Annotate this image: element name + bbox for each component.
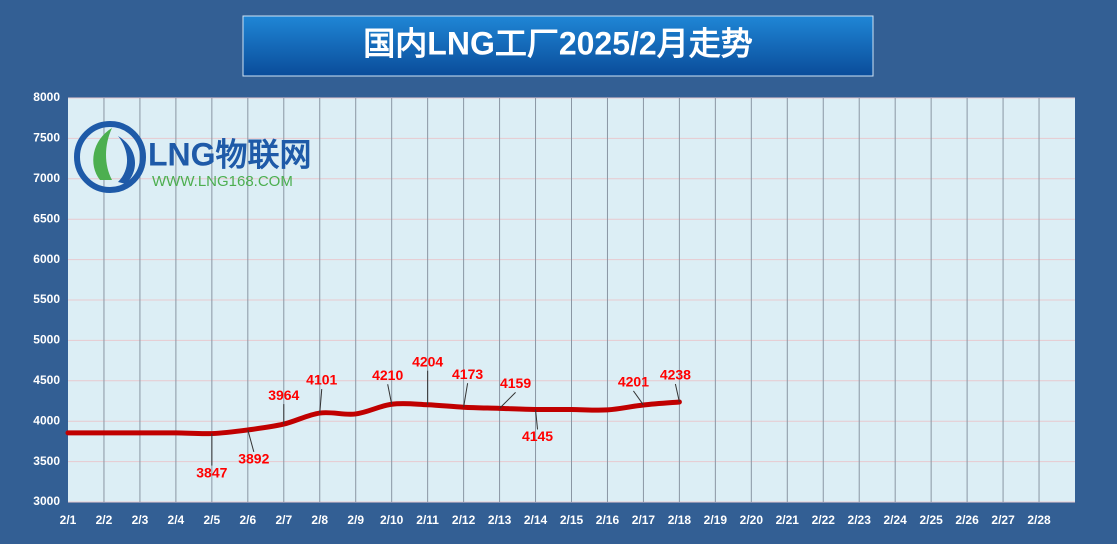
line xyxy=(65,399,682,437)
x-tick-label: 2/21 xyxy=(776,513,800,527)
y-tick-label: 3500 xyxy=(33,454,60,468)
logo-ring xyxy=(74,121,146,193)
logo-url: WWW.LNG168.COM xyxy=(152,173,293,190)
y-tick-label: 7500 xyxy=(33,131,60,145)
data-label: 4159 xyxy=(500,375,531,391)
y-tick-label: 6000 xyxy=(33,252,60,266)
leader-line xyxy=(499,391,516,409)
x-tick-label: 2/28 xyxy=(1027,513,1051,527)
data-label: 4210 xyxy=(372,367,403,383)
data-label: 4145 xyxy=(522,428,553,444)
y-tick-label: 8000 xyxy=(33,90,60,104)
marks: 3847 3892 3964 4101 4210 4204 4173 4159 4145 4201… xyxy=(65,353,691,480)
leader-line xyxy=(247,429,255,453)
logo-name: LNG物联网 xyxy=(148,136,312,172)
x-tick-label: 2/1 xyxy=(60,513,77,527)
data-label: 3847 xyxy=(196,464,227,480)
x-tick-label: 2/18 xyxy=(668,513,692,527)
data-label: 4204 xyxy=(412,353,443,369)
x-tick-label: 2/23 xyxy=(848,513,872,527)
x-tick-label: 2/16 xyxy=(596,513,620,527)
x-tick-label: 2/6 xyxy=(239,513,256,527)
chart-title: 国内LNG工厂2025/2月走势 xyxy=(363,25,752,61)
data-label: 3892 xyxy=(238,451,269,467)
x-tick-label: 2/19 xyxy=(704,513,728,527)
x-tick-label: 2/25 xyxy=(919,513,943,527)
logo: LNG物联网 WWW.LNG168.COM xyxy=(74,121,312,193)
x-tick-label: 2/17 xyxy=(632,513,656,527)
y-tick-label: 3000 xyxy=(33,494,60,508)
leader-line xyxy=(387,384,393,405)
x-tick-label: 2/27 xyxy=(991,513,1015,527)
data-label: 4173 xyxy=(452,366,483,382)
leader-line xyxy=(535,409,539,430)
y-tick-label: 4500 xyxy=(33,373,60,387)
x-tick-label: 2/4 xyxy=(168,513,185,527)
data-label: 3964 xyxy=(268,387,299,403)
grid xyxy=(68,97,1075,503)
x-tick-label: 2/3 xyxy=(132,513,149,527)
x-tick-label: 2/10 xyxy=(380,513,404,527)
x-tick-label: 2/20 xyxy=(740,513,764,527)
x-tick-label: 2/8 xyxy=(311,513,328,527)
leader-line xyxy=(633,390,644,406)
y-tick-label: 5000 xyxy=(33,333,60,347)
logo-leaf xyxy=(118,136,136,184)
x-tick-label: 2/2 xyxy=(96,513,113,527)
leader-line xyxy=(674,383,680,403)
x-tick-label: 2/24 xyxy=(883,513,907,527)
data-label: 4201 xyxy=(618,374,649,390)
y-tick-label: 4000 xyxy=(33,413,60,427)
x-tick-label: 2/15 xyxy=(560,513,584,527)
leader-line xyxy=(463,383,469,408)
data-label: 4238 xyxy=(660,367,691,383)
x-tick-label: 2/22 xyxy=(812,513,836,527)
x-tick-label: 2/14 xyxy=(524,513,548,527)
x-tick-label: 2/7 xyxy=(275,513,292,527)
x-tick-label: 2/9 xyxy=(347,513,364,527)
x-tick-label: 2/5 xyxy=(204,513,221,527)
x-tick-label: 2/13 xyxy=(488,513,512,527)
y-tick-label: 5500 xyxy=(33,292,60,306)
y-tick-label: 7000 xyxy=(33,171,60,185)
x-tick-label: 2/12 xyxy=(452,513,476,527)
data-label: 4101 xyxy=(306,372,337,388)
y-tick-label: 6500 xyxy=(33,211,60,225)
leader-line xyxy=(319,388,323,414)
x-tick-label: 2/11 xyxy=(416,513,439,527)
title-box xyxy=(242,15,874,77)
x-tick-label: 2/26 xyxy=(955,513,979,527)
logo-leaf xyxy=(93,128,112,180)
